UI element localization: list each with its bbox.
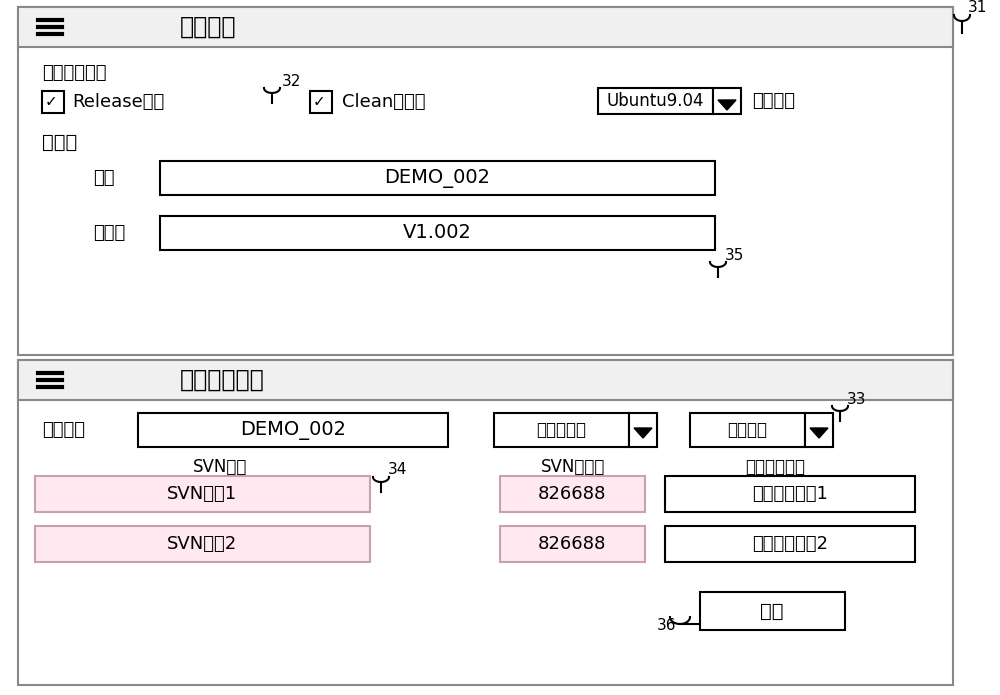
Polygon shape: [718, 100, 736, 110]
Text: 34: 34: [388, 462, 407, 477]
Bar: [160, 216, 715, 250]
Bar: [42, 91, 64, 113]
Text: 包名: 包名: [93, 169, 114, 187]
Text: DEMO_002: DEMO_002: [384, 168, 490, 188]
Text: 31: 31: [968, 0, 987, 15]
Text: 826688: 826688: [538, 485, 606, 503]
Text: SVN路径1: SVN路径1: [167, 485, 237, 503]
Text: 36: 36: [657, 617, 676, 632]
Text: 826688: 826688: [538, 535, 606, 553]
Bar: [690, 413, 805, 447]
Text: 操作系统: 操作系统: [752, 92, 795, 110]
Bar: [310, 91, 332, 113]
Text: SVN路径: SVN路径: [193, 458, 247, 476]
Text: 提交: 提交: [760, 601, 784, 621]
Bar: [713, 88, 741, 114]
Text: ✓: ✓: [313, 95, 326, 110]
Text: 编译参数选项: 编译参数选项: [42, 64, 106, 82]
Bar: [805, 413, 833, 447]
Bar: [494, 413, 629, 447]
Text: 32: 32: [282, 74, 301, 88]
Bar: [35, 476, 370, 512]
Bar: [665, 526, 915, 562]
Text: 编译目标: 编译目标: [42, 421, 85, 439]
Text: 包版本: 包版本: [93, 224, 125, 242]
Text: 包信息: 包信息: [42, 133, 77, 152]
Bar: [18, 7, 953, 47]
Text: 编译详细信息: 编译详细信息: [180, 368, 265, 392]
Text: 本地相对路径1: 本地相对路径1: [752, 485, 828, 503]
Text: Clean后编译: Clean后编译: [342, 93, 426, 111]
Text: 33: 33: [847, 391, 866, 407]
Text: 基本信息: 基本信息: [180, 15, 237, 39]
Bar: [629, 413, 657, 447]
Bar: [160, 161, 715, 195]
Text: 本地相对路径: 本地相对路径: [745, 458, 805, 476]
Text: Ubuntu9.04: Ubuntu9.04: [606, 92, 704, 110]
Bar: [500, 476, 645, 512]
Text: 本地相对路径2: 本地相对路径2: [752, 535, 828, 553]
Bar: [35, 526, 370, 562]
Bar: [665, 476, 915, 512]
Text: V1.002: V1.002: [403, 224, 471, 243]
Polygon shape: [634, 428, 652, 438]
Text: SVN路径2: SVN路径2: [167, 535, 237, 553]
Bar: [18, 360, 953, 400]
Bar: [598, 88, 713, 114]
Bar: [500, 526, 645, 562]
Text: 可执行程序: 可执行程序: [536, 421, 586, 439]
Text: DEMO_002: DEMO_002: [240, 420, 346, 439]
Text: SVN版本号: SVN版本号: [541, 458, 605, 476]
Text: 35: 35: [725, 247, 744, 263]
Text: ✓: ✓: [45, 95, 58, 110]
Polygon shape: [810, 428, 828, 438]
Bar: [138, 413, 448, 447]
Text: Release编译: Release编译: [72, 93, 164, 111]
Bar: [18, 360, 953, 685]
Bar: [18, 7, 953, 355]
Text: 静态编译: 静态编译: [727, 421, 767, 439]
Bar: [700, 592, 845, 630]
